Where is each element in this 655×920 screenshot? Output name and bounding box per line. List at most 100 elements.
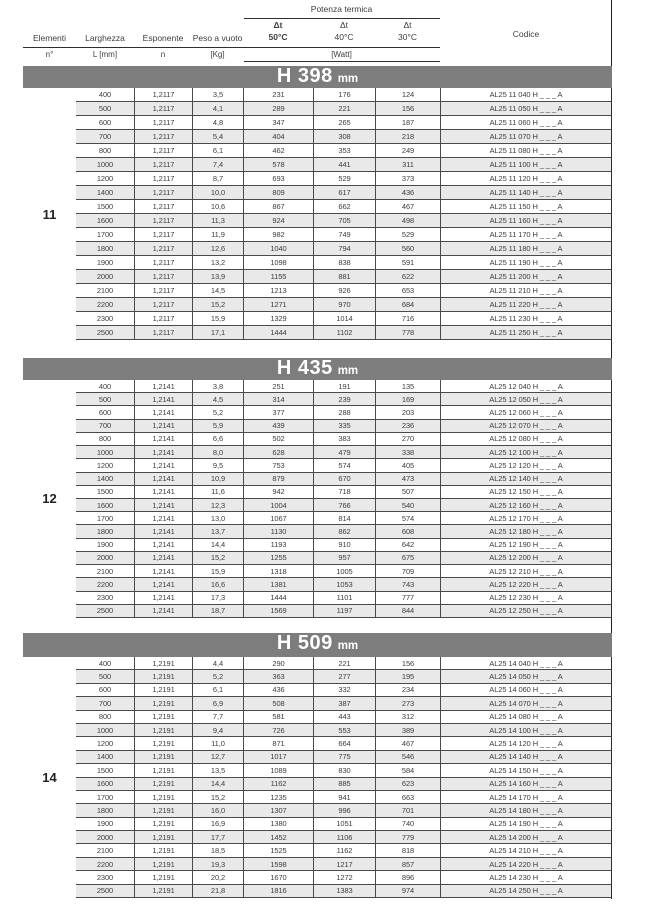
- cell-larghezza: 500: [76, 102, 134, 116]
- cell-watt-50: 289: [243, 102, 313, 116]
- cell-larghezza: 1900: [76, 539, 134, 552]
- cell-watt-50: 1067: [243, 512, 313, 526]
- cell-larghezza: 1500: [76, 486, 134, 499]
- cell-watt-40: 617: [313, 186, 375, 200]
- cell-watt-30: 608: [375, 525, 440, 539]
- cell-peso: 15,2: [192, 790, 243, 805]
- cell-larghezza: 2500: [76, 885, 134, 899]
- table-row: 2300 1,2191 20,2 1670 1272 896 AL25 14 230 H _…: [76, 871, 612, 885]
- cell-larghezza: 1700: [76, 512, 134, 526]
- cell-larghezza: 700: [76, 420, 134, 433]
- cell-peso: 4,8: [192, 116, 243, 130]
- cell-watt-50: 1380: [243, 817, 313, 832]
- cell-watt-30: 778: [375, 326, 440, 340]
- cell-peso: 11,9: [192, 228, 243, 242]
- cell-esponente: 1,2191: [134, 670, 192, 684]
- cell-codice: AL25 12 050 H _ _ _ A: [440, 393, 612, 407]
- cell-watt-30: 591: [375, 256, 440, 270]
- cell-watt-40: 664: [313, 737, 375, 751]
- cell-codice: AL25 11 250 H _ _ _ A: [440, 326, 612, 340]
- cell-watt-50: 1089: [243, 764, 313, 778]
- cell-peso: 7,7: [192, 710, 243, 724]
- cell-watt-40: 288: [313, 406, 375, 420]
- cell-esponente: 1,2191: [134, 871, 192, 885]
- cell-larghezza: 2200: [76, 578, 134, 592]
- cell-watt-30: 498: [375, 214, 440, 228]
- cell-watt-30: 467: [375, 200, 440, 214]
- cell-peso: 5,2: [192, 406, 243, 420]
- cell-larghezza: 700: [76, 697, 134, 711]
- cell-watt-30: 974: [375, 884, 440, 899]
- cell-esponente: 1,2191: [134, 804, 192, 818]
- cell-watt-40: 662: [313, 200, 375, 214]
- cell-larghezza: 1600: [76, 778, 134, 791]
- cell-watt-30: 236: [375, 419, 440, 433]
- cell-esponente: 1,2141: [134, 512, 192, 526]
- cell-larghezza: 400: [76, 380, 134, 394]
- cell-esponente: 1,2191: [134, 777, 192, 791]
- cell-watt-40: 1197: [313, 604, 375, 618]
- section-h509: H 509 mm 14 400 1,2191 4,4 290 221 156 AL25 14…: [23, 632, 612, 899]
- cell-watt-30: 389: [375, 723, 440, 738]
- table-row: 1600 1,2191 14,4 1162 885 623 AL25 14 160 H _ …: [76, 777, 612, 791]
- watt-unit-label: [Watt]: [331, 50, 352, 59]
- cell-watt-40: 1102: [313, 326, 375, 340]
- cell-codice: AL25 12 220 H _ _ _ A: [440, 578, 612, 592]
- cell-watt-30: 195: [375, 670, 440, 684]
- section-height-label: H 509: [276, 632, 333, 654]
- cell-larghezza: 1200: [76, 459, 134, 473]
- cell-larghezza: 500: [76, 393, 134, 407]
- cell-codice: AL25 11 120 H _ _ _ A: [440, 172, 612, 186]
- cell-codice: AL25 11 050 H _ _ _ A: [440, 102, 612, 116]
- cell-watt-30: 584: [375, 764, 440, 778]
- cell-watt-50: 1040: [243, 242, 313, 256]
- cell-esponente: 1,2117: [134, 242, 192, 256]
- table-row: 1700 1,2117 11,9 982 749 529 AL25 11 170 H _ _…: [76, 228, 612, 242]
- cell-peso: 18,5: [192, 844, 243, 858]
- col-subheader-elementi: n°: [45, 50, 54, 59]
- cell-larghezza: 700: [76, 130, 134, 144]
- cell-peso: 11,6: [192, 485, 243, 499]
- cell-peso: 16,6: [192, 578, 243, 592]
- cell-peso: 12,7: [192, 750, 243, 765]
- cell-peso: 15,2: [192, 551, 243, 566]
- cell-codice: AL25 11 060 H _ _ _ A: [440, 116, 612, 130]
- cell-watt-40: 1053: [313, 578, 375, 592]
- table-row: 800 1,2117 6,1 462 353 249 AL25 11 080 H _ _ _…: [76, 144, 612, 158]
- table-row: 500 1,2117 4,1 289 221 156 AL25 11 050 H _ _ _…: [76, 102, 612, 116]
- cell-larghezza: 600: [76, 684, 134, 698]
- table-row: 1600 1,2141 12,3 1004 766 540 AL25 12 160 H _ …: [76, 498, 612, 513]
- cell-watt-40: 335: [313, 419, 375, 433]
- cell-watt-50: 1318: [243, 565, 313, 579]
- cell-larghezza: 2300: [76, 592, 134, 605]
- cell-peso: 6,9: [192, 697, 243, 711]
- cell-watt-40: 957: [313, 551, 375, 566]
- cell-peso: 4,4: [192, 657, 243, 671]
- cell-watt-50: 1670: [243, 871, 313, 885]
- cell-watt-40: 387: [313, 697, 375, 711]
- table-row: 2500 1,2141 18,7 1569 1197 844 AL25 12 250 H _…: [76, 604, 612, 618]
- table-row: 1900 1,2117 13,2 1098 838 591 AL25 11 190 H _ …: [76, 256, 612, 270]
- cell-watt-30: 187: [375, 116, 440, 130]
- col-subheader-larghezza: L [mm]: [92, 50, 118, 59]
- cell-peso: 10,0: [192, 186, 243, 200]
- cell-watt-50: 1307: [243, 804, 313, 818]
- cell-codice: AL25 14 200 H _ _ _ A: [440, 831, 612, 845]
- table-row: 1500 1,2117 10,6 867 662 467 AL25 11 150 H _ _…: [76, 200, 612, 214]
- cell-codice: AL25 14 190 H _ _ _ A: [440, 817, 612, 832]
- cell-peso: 15,9: [192, 565, 243, 579]
- section-h398: H 398 mm 11 400 1,2117 3,5 231 176 124 AL25 11…: [23, 66, 612, 340]
- cell-esponente: 1,2117: [134, 116, 192, 130]
- cell-watt-30: 560: [375, 242, 440, 256]
- cell-peso: 14,4: [192, 777, 243, 791]
- cell-larghezza: 2100: [76, 565, 134, 579]
- cell-peso: 4,1: [192, 102, 243, 116]
- cell-watt-50: 439: [243, 419, 313, 433]
- cell-peso: 21,8: [192, 884, 243, 899]
- table-row: 2200 1,2191 19,3 1598 1217 857 AL25 14 220 H _…: [76, 857, 612, 872]
- table-row: 1200 1,2191 11,0 871 664 467 AL25 14 120 H _ _…: [76, 737, 612, 751]
- cell-peso: 11,0: [192, 737, 243, 751]
- table-row: 1000 1,2141 8,0 628 479 338 AL25 12 100 H _ _ …: [76, 446, 612, 460]
- table-row: 1600 1,2117 11,3 924 705 498 AL25 11 160 H _ _…: [76, 214, 612, 228]
- potenza-termica-group-label: Potenza termica: [310, 4, 373, 14]
